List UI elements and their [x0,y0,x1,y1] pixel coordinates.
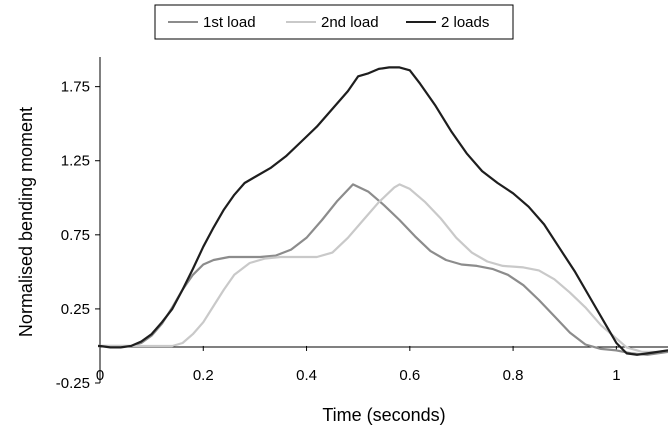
legend: 1st load 2nd load 2 loads [154,4,514,40]
series-line-1st-load [98,183,668,356]
y-tick-label: 1.25 [61,153,90,170]
x-tick-label: 0.6 [399,367,420,384]
legend-label-1st-load: 1st load [203,14,256,31]
y-tick-label: 0.25 [61,301,90,318]
y-tick-label: -0.25 [56,375,90,392]
series-line-2-loads [98,66,668,356]
x-ticks: 0 0.2 0.4 0.6 0.8 1 [96,345,621,384]
legend-label-2-loads: 2 loads [441,14,489,31]
x-tick-label: 0.4 [296,367,317,384]
x-tick-label: 1 [612,367,620,384]
series-line-2nd-load [98,183,668,353]
x-axis-title: Time (seconds) [322,405,445,425]
x-tick-label: 0.2 [193,367,214,384]
y-tick-label: 1.75 [61,79,90,96]
y-ticks: -0.25 0.25 0.75 1.25 1.75 [56,79,100,392]
legend-box [154,4,514,40]
y-tick-label: 0.75 [61,227,90,244]
x-tick-label: 0.8 [503,367,524,384]
legend-label-2nd-load: 2nd load [321,14,379,31]
y-axis-title: Normalised bending moment [16,107,36,337]
series-lines [98,66,668,356]
x-tick-label: 0 [96,367,104,384]
